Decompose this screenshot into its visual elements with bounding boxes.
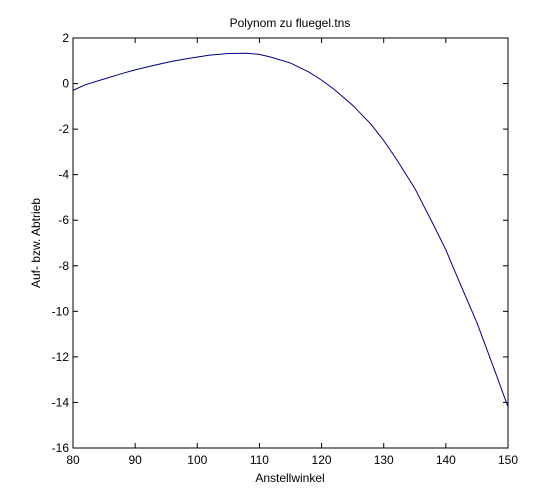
x-tick-label: 140	[436, 453, 456, 467]
x-tick-label: 100	[187, 453, 207, 467]
y-tick-label: -14	[52, 395, 70, 409]
y-tick-label: -6	[58, 213, 69, 227]
y-axis-label: Auf- bzw. Abtrieb	[29, 198, 43, 288]
y-tick-label: 0	[62, 77, 69, 91]
x-tick-label: 90	[128, 453, 142, 467]
y-tick-label: -16	[52, 441, 70, 455]
x-tick-label: 130	[374, 453, 394, 467]
x-tick-label: 150	[498, 453, 518, 467]
y-tick-label: -8	[58, 259, 69, 273]
x-tick-label: 110	[250, 453, 269, 467]
x-tick-label: 80	[66, 453, 80, 467]
plot-area	[72, 37, 509, 449]
series-line	[72, 52, 509, 408]
x-axis-label: Anstellwinkel	[255, 471, 324, 485]
chart-title: Polynom zu fluegel.tns	[230, 16, 351, 30]
y-tick-label: 2	[62, 31, 69, 45]
y-tick-label: -10	[52, 304, 70, 318]
y-tick-label: -4	[58, 168, 69, 182]
x-tick-label: 120	[312, 453, 332, 467]
y-axis-ticks: -16 -14 -12 -10 -8 -6 -4 -2 0 2	[52, 31, 508, 455]
y-tick-label: -12	[52, 350, 70, 364]
y-tick-label: -2	[58, 122, 69, 136]
x-axis-ticks: 80 90 100 110 120 130 140 150	[66, 38, 518, 467]
